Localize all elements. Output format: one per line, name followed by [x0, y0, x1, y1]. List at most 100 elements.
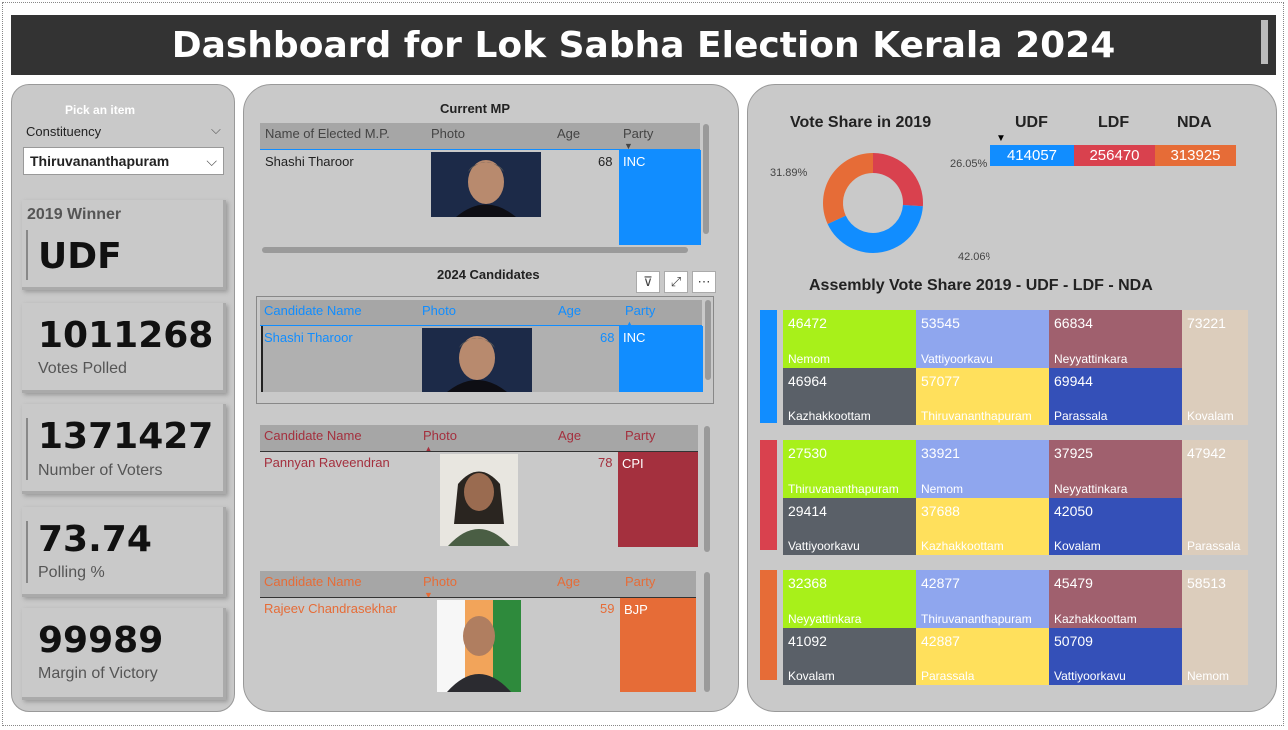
alliance-header-nda[interactable]: NDA — [1177, 114, 1212, 131]
column-header[interactable]: Photo — [423, 428, 457, 443]
column-header[interactable]: Age — [558, 428, 582, 443]
treemap-tile[interactable]: 46472 Nemom — [783, 310, 916, 368]
person-photo-icon — [437, 600, 521, 692]
treemap-tile[interactable]: 42877 Thiruvananthapuram — [916, 570, 1049, 628]
treemap-tile[interactable]: 50709 Vattiyoorkavu — [1049, 628, 1182, 685]
header-scroll-indicator — [1261, 20, 1268, 64]
scrollbar[interactable] — [705, 300, 711, 380]
treemap-tile[interactable]: 47942 Parassala — [1182, 440, 1248, 555]
treemap-value: 47942 — [1187, 445, 1226, 461]
horizontal-scrollbar[interactable] — [262, 247, 688, 253]
treemap-tile[interactable]: 42887 Parassala — [916, 628, 1049, 685]
treemap-label: Kovalam — [1187, 409, 1234, 423]
treemap-tile[interactable]: 45479 Kazhakkoottam — [1049, 570, 1182, 628]
candidates-title: 2024 Candidates — [437, 267, 540, 282]
treemap-label: Neyyattinkara — [1054, 352, 1128, 366]
alliance-header-udf[interactable]: UDF — [1015, 114, 1048, 131]
column-header[interactable]: Party — [625, 303, 656, 318]
treemap-value: 69944 — [1054, 373, 1093, 389]
sort-icon: ▲ — [625, 319, 634, 329]
treemap-tile[interactable]: 66834 Neyyattinkara — [1049, 310, 1182, 368]
table-cell-age: 68 — [598, 154, 613, 169]
treemap-tile[interactable]: 27530 Thiruvananthapuram — [783, 440, 916, 498]
sort-icon: ▼ — [624, 141, 633, 151]
column-header[interactable]: Photo — [422, 303, 456, 318]
card-value: 99989 — [38, 620, 164, 661]
treemap-tile[interactable]: 37688 Kazhakkoottam — [916, 498, 1049, 555]
treemap-tile[interactable]: 58513 Nemom — [1182, 570, 1248, 685]
treemap-tile[interactable]: 33921 Nemom — [916, 440, 1049, 498]
treemap-tile[interactable]: 32368 Neyyattinkara — [783, 570, 916, 628]
column-header[interactable]: Name of Elected M.P. — [265, 126, 390, 141]
treemap-label: Vattiyoorkavu — [1054, 669, 1126, 683]
person-photo-icon — [422, 328, 532, 392]
more-options-icon[interactable]: ⋯ — [692, 271, 716, 293]
column-header[interactable]: Age — [557, 126, 581, 141]
current-mp-header: Name of Elected M.P. Photo Age Party ▼ — [260, 123, 700, 151]
card-margin-of-victory: 99989 Margin of Victory — [22, 608, 226, 700]
divider — [260, 149, 700, 150]
focus-mode-icon[interactable]: ⤢ — [664, 271, 688, 293]
donut-label-ldf: 26.05% — [950, 158, 988, 170]
table-cell-age: 78 — [598, 455, 613, 470]
sort-icon: ▼ — [424, 590, 433, 600]
column-header[interactable]: Party — [625, 428, 656, 443]
scrollbar[interactable] — [704, 572, 710, 692]
treemap-label: Thiruvananthapuram — [788, 482, 899, 496]
treemap-tile[interactable]: 57077 Thiruvananthapuram — [916, 368, 1049, 425]
treemap-value: 50709 — [1054, 633, 1093, 649]
table-cell-name: Rajeev Chandrasekhar — [264, 601, 397, 616]
treemap-value: 46472 — [788, 315, 827, 331]
treemap-tile[interactable]: 73221 Kovalam — [1182, 310, 1248, 425]
card-votes-polled: 1011268 Votes Polled — [22, 303, 226, 393]
table-cell-name: Pannyan Raveendran — [264, 455, 390, 470]
divider — [260, 325, 702, 326]
treemap-value: 45479 — [1054, 575, 1093, 591]
treemap-value: 37925 — [1054, 445, 1093, 461]
treemap-value: 57077 — [921, 373, 960, 389]
treemap-tile[interactable]: 37925 Neyyattinkara — [1049, 440, 1182, 498]
column-header[interactable]: Party — [625, 574, 656, 589]
column-header[interactable]: Photo — [431, 126, 465, 141]
table-cell-name: Shashi Tharoor — [264, 330, 353, 345]
treemap-tile[interactable]: 41092 Kovalam — [783, 628, 916, 685]
column-header[interactable]: Candidate Name — [264, 303, 362, 318]
constituency-dropdown[interactable]: Thiruvananthapuram ⌵ — [23, 147, 224, 175]
alliance-indicator-bar — [760, 570, 777, 680]
alliance-header-ldf[interactable]: LDF — [1098, 114, 1130, 131]
scrollbar[interactable] — [703, 124, 709, 234]
card-value: 73.74 — [38, 519, 152, 560]
table-cell-party: BJP — [620, 598, 696, 692]
treemap-value: 73221 — [1187, 315, 1226, 331]
card-polling-percent: 73.74 Polling % — [22, 507, 226, 597]
treemap-value: 42887 — [921, 633, 960, 649]
donut-slice-ldf[interactable] — [873, 153, 923, 207]
treemap-value: 58513 — [1187, 575, 1226, 591]
donut-slice-udf[interactable] — [827, 204, 923, 253]
treemap-tile[interactable]: 53545 Vattiyoorkavu — [916, 310, 1049, 368]
treemap-label: Nemom — [921, 482, 964, 496]
chevron-down-icon[interactable]: ⌵ — [211, 122, 221, 137]
column-header[interactable]: Candidate Name — [264, 574, 362, 589]
column-header[interactable]: Photo — [423, 574, 457, 589]
treemap-tile[interactable]: 69944 Parassala — [1049, 368, 1182, 425]
card-label: Polling % — [38, 564, 105, 581]
card-label: Number of Voters — [38, 462, 163, 479]
card-value: 1371427 — [38, 416, 214, 457]
column-header[interactable]: Party — [623, 126, 654, 141]
treemap-value: 42050 — [1054, 503, 1093, 519]
treemap-label: Vattiyoorkavu — [788, 539, 860, 553]
mp-photo — [431, 152, 541, 217]
card-label: Margin of Victory — [38, 665, 158, 682]
scrollbar[interactable] — [704, 426, 710, 552]
column-header[interactable]: Candidate Name — [264, 428, 362, 443]
assembly-title: Assembly Vote Share 2019 - UDF - LDF - N… — [809, 277, 1153, 294]
treemap-value: 46964 — [788, 373, 827, 389]
treemap-tile[interactable]: 29414 Vattiyoorkavu — [783, 498, 916, 555]
donut-slice-nda[interactable] — [823, 153, 873, 224]
treemap-tile[interactable]: 46964 Kazhakkoottam — [783, 368, 916, 425]
column-header[interactable]: Age — [557, 574, 581, 589]
column-header[interactable]: Age — [558, 303, 582, 318]
filter-icon[interactable]: ⊽ — [636, 271, 660, 293]
treemap-tile[interactable]: 42050 Kovalam — [1049, 498, 1182, 555]
